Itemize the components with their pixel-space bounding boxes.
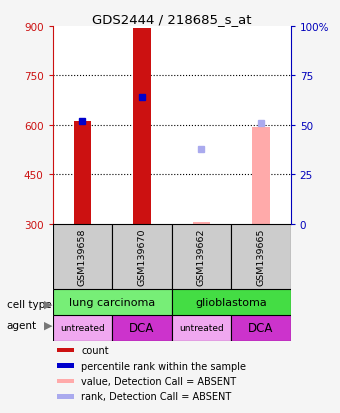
Text: glioblastoma: glioblastoma	[195, 297, 267, 307]
Text: ▶: ▶	[44, 299, 53, 309]
Text: count: count	[81, 345, 109, 355]
Text: percentile rank within the sample: percentile rank within the sample	[81, 361, 246, 370]
Bar	[57, 363, 74, 368]
Bar	[172, 224, 231, 289]
Text: lung carcinoma: lung carcinoma	[69, 297, 155, 307]
Bar	[112, 315, 172, 341]
Bar	[252, 127, 270, 224]
Bar	[57, 348, 74, 352]
Text: GSM139662: GSM139662	[197, 228, 206, 285]
Bar	[53, 224, 112, 289]
Bar	[57, 379, 74, 383]
Bar	[57, 394, 74, 399]
Text: untreated: untreated	[60, 323, 105, 332]
Bar	[53, 315, 112, 341]
Bar	[231, 224, 291, 289]
Text: cell type: cell type	[7, 299, 51, 309]
Bar	[172, 315, 231, 341]
Bar	[112, 224, 172, 289]
Bar	[231, 315, 291, 341]
Bar	[53, 289, 172, 315]
Text: ▶: ▶	[44, 320, 53, 330]
Text: untreated: untreated	[179, 323, 224, 332]
Text: agent: agent	[7, 320, 37, 330]
Text: GSM139665: GSM139665	[256, 228, 266, 285]
Bar	[73, 122, 91, 224]
Text: GSM139658: GSM139658	[78, 228, 87, 285]
Bar	[133, 29, 151, 224]
Text: GSM139670: GSM139670	[137, 228, 147, 285]
Text: DCA: DCA	[248, 321, 274, 335]
Title: GDS2444 / 218685_s_at: GDS2444 / 218685_s_at	[92, 13, 252, 26]
Bar	[192, 222, 210, 224]
Bar	[172, 289, 291, 315]
Text: value, Detection Call = ABSENT: value, Detection Call = ABSENT	[81, 376, 236, 386]
Text: rank, Detection Call = ABSENT: rank, Detection Call = ABSENT	[81, 392, 232, 401]
Text: DCA: DCA	[129, 321, 155, 335]
